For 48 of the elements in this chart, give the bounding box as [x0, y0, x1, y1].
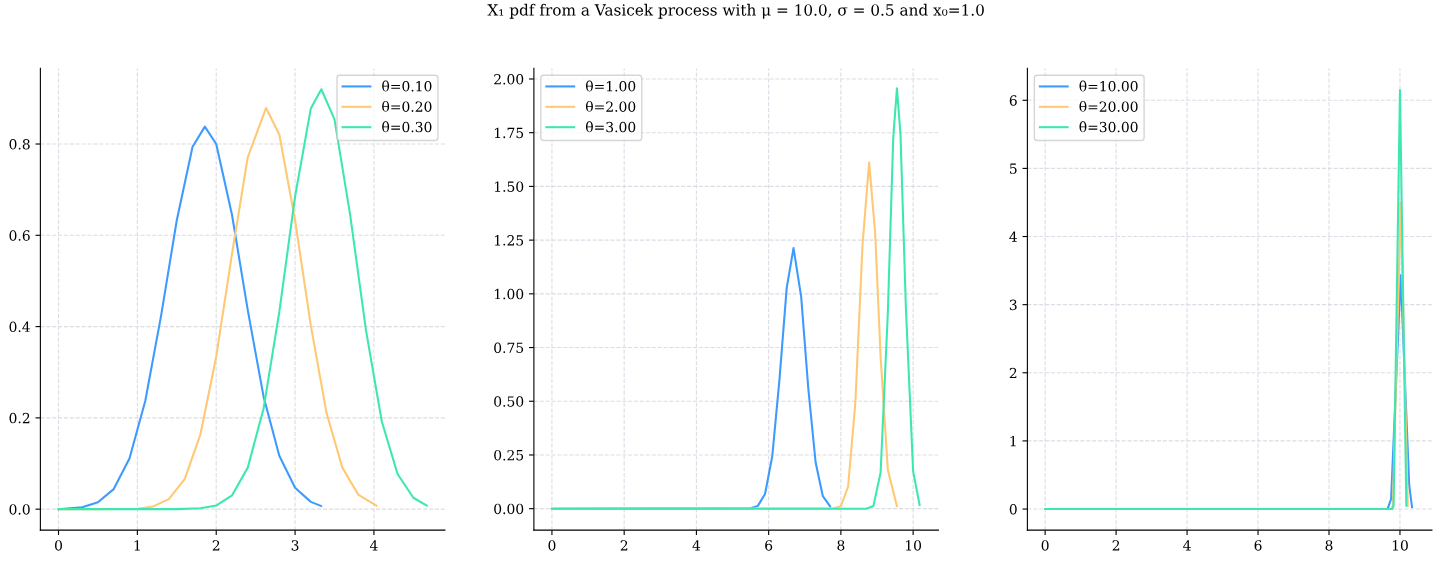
y-tick-label: 0.75 [494, 342, 524, 354]
x-tick-label: 8 [1325, 540, 1333, 551]
y-tick-label: 0.4 [9, 321, 30, 333]
x-tick-label: 2 [620, 540, 628, 551]
x-tick-label: 4 [692, 540, 701, 551]
y-tick-label: 1.75 [494, 127, 524, 139]
chart-title: X₁ pdf from a Vasicek process with μ = 10.0, σ = 0.5 and x₀=1.0 [487, 3, 984, 19]
y-tick-label: 1.00 [494, 288, 524, 300]
x-tick-label: 6 [765, 540, 773, 551]
y-tick-label: 0.25 [494, 449, 524, 461]
y-tick-label: 2.00 [494, 73, 524, 85]
y-tick-label: 0.6 [9, 230, 30, 241]
x-tick-label: 1 [134, 540, 140, 551]
x-tick-label: 0 [55, 540, 63, 551]
y-tick-label: 0 [1009, 504, 1017, 515]
legend-label: θ=0.30 [382, 121, 432, 133]
y-tick-label: 0.50 [494, 396, 524, 407]
y-tick-label: 6 [1009, 95, 1017, 106]
legend-label: θ=2.00 [585, 100, 636, 112]
x-tick-label: 4 [369, 540, 378, 551]
x-tick-label: 10 [1392, 540, 1408, 551]
y-tick-label: 0.2 [9, 412, 30, 424]
x-tick-label: 10 [905, 540, 922, 551]
x-tick-label: 0 [548, 540, 556, 551]
legend-label: θ=0.20 [382, 100, 432, 112]
legend-label: θ=30.00 [1079, 121, 1138, 133]
y-tick-label: 0.8 [9, 138, 30, 150]
y-tick-label: 1 [1010, 435, 1016, 447]
y-tick-label: 2 [1009, 367, 1017, 379]
x-tick-label: 6 [1254, 540, 1262, 551]
x-tick-label: 2 [212, 540, 220, 551]
x-tick-label: 4 [1183, 540, 1191, 551]
y-tick-label: 4 [1009, 231, 1017, 242]
x-tick-label: 8 [837, 540, 845, 551]
y-tick-label: 5 [1010, 163, 1017, 174]
legend-label: θ=0.10 [382, 80, 432, 92]
y-tick-label: 3 [1009, 299, 1017, 311]
legend-label: θ=1.00 [585, 80, 636, 92]
x-tick-label: 2 [1112, 540, 1120, 551]
y-tick-label: 0.0 [9, 504, 30, 515]
legend-label: θ=3.00 [585, 121, 636, 133]
legend-label: θ=10.00 [1079, 80, 1138, 92]
legend-label: θ=20.00 [1079, 100, 1138, 112]
y-tick-label: 1.25 [494, 235, 524, 246]
x-tick-label: 3 [291, 540, 299, 551]
x-tick-label: 0 [1041, 540, 1049, 551]
y-tick-label: 1.50 [494, 181, 524, 192]
y-tick-label: 0.00 [494, 503, 524, 515]
